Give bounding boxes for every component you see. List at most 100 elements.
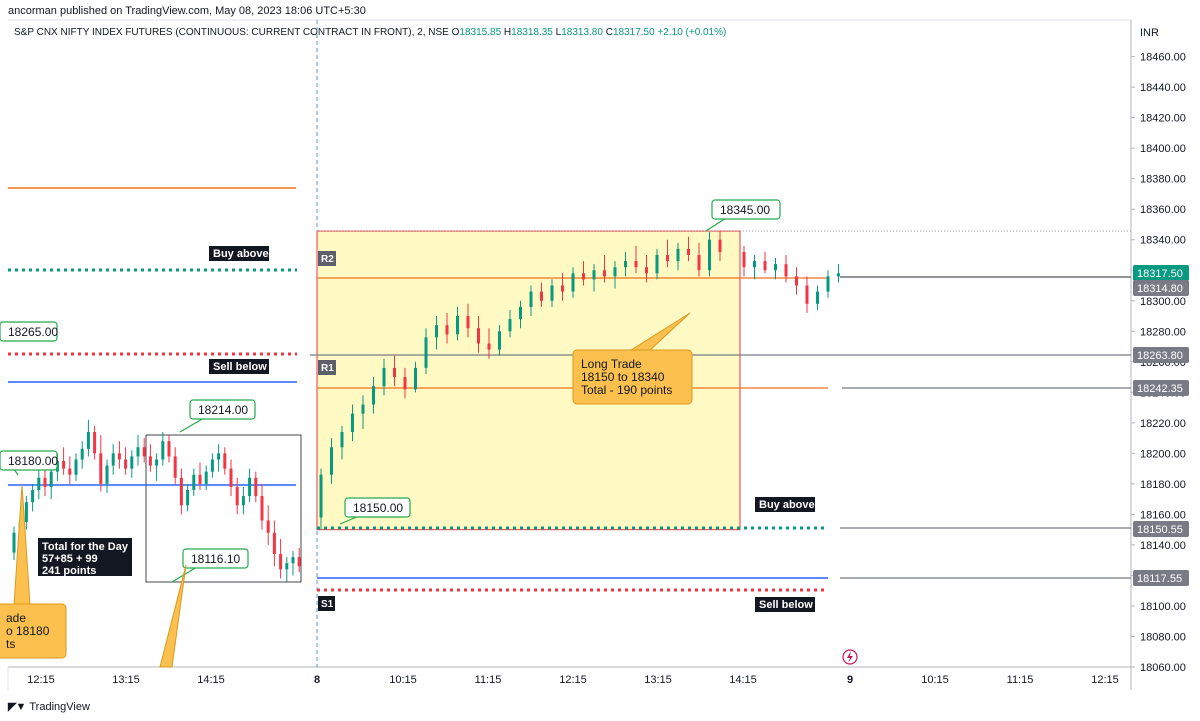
price-badge-text: 18150.55 — [1137, 524, 1183, 536]
candle-body — [561, 285, 564, 292]
price-tick-label: 18220.00 — [1140, 418, 1186, 430]
candle-body — [266, 520, 270, 533]
candle-body — [424, 337, 428, 368]
candles-may8-morning — [319, 230, 722, 530]
candle-body — [837, 273, 840, 277]
candle-body — [414, 367, 417, 390]
candle-body — [742, 251, 746, 268]
price-tick-label: 18400.00 — [1140, 143, 1186, 155]
callout-18150-text: 18150.00 — [353, 501, 403, 515]
time-tick-label: 14:15 — [729, 674, 757, 686]
low-value: 18313.80 — [561, 27, 603, 38]
sell-below-tag-1-text: Sell below — [213, 361, 267, 373]
buy-above-tag-2-text: Buy above — [759, 499, 815, 511]
candles-prev-day — [12, 419, 301, 582]
candle-body — [192, 474, 196, 490]
sell-below-tag-2-bg — [755, 597, 815, 612]
candle-body — [186, 489, 190, 506]
candle-body — [319, 474, 323, 518]
price-badge-text: 18317.50 — [1137, 268, 1183, 280]
callout-18150: 18150.00 — [339, 497, 411, 525]
price-badge-bg — [1133, 570, 1189, 586]
candle-body — [80, 448, 84, 460]
prev-trade-box — [145, 434, 302, 583]
candle-body — [372, 386, 375, 405]
time-tick-label: 8 — [314, 674, 320, 686]
candle-body — [361, 404, 365, 414]
candle-body — [248, 477, 252, 497]
price-tick-label: 18140.00 — [1140, 540, 1186, 552]
high-value: 18318.35 — [511, 27, 553, 38]
price-tick-label: 18200.00 — [1140, 448, 1186, 460]
candle-body — [204, 471, 208, 484]
s1-label: S1 — [318, 596, 335, 611]
candle-body — [235, 486, 239, 506]
sell-below-tag-1: Sell below — [209, 359, 269, 374]
callout-18214-box — [189, 399, 256, 420]
time-tick-label: 13:15 — [112, 674, 140, 686]
candle-body — [508, 319, 512, 332]
candle-body — [173, 456, 177, 478]
candle-body — [666, 254, 669, 262]
candle-body — [12, 532, 16, 553]
candle-body — [68, 468, 72, 475]
day-total-line: 241 points — [42, 565, 96, 577]
symbol-legend: S&P CNX NIFTY INDEX FUTURES (CONTINUOUS:… — [14, 27, 726, 38]
sell-below-tag-2: Sell below — [755, 597, 815, 612]
footer-brand-name: TradingView — [29, 700, 90, 713]
buy-above-tag-1: Buy above — [209, 246, 269, 261]
r2-label-bg — [318, 251, 336, 266]
candle-body — [272, 532, 276, 555]
callout-18214: 18214.00 — [179, 399, 256, 433]
price-badge: 18263.80 — [1133, 347, 1189, 363]
time-tick-label: 11:15 — [475, 674, 502, 686]
buy-above-tag-1-bg — [209, 246, 269, 261]
time-tick-label: 10:15 — [921, 674, 949, 686]
candle-body — [634, 261, 638, 268]
candle-body — [718, 239, 722, 252]
low-label: L — [555, 27, 562, 38]
candles-may8-afternoon — [742, 245, 840, 313]
candle-body — [111, 453, 115, 466]
candle-body — [603, 270, 606, 277]
price-badge: 18117.55 — [1133, 570, 1189, 586]
callout-18345-text: 18345.00 — [720, 203, 770, 217]
time-tick-label: 12:15 — [559, 674, 587, 686]
callout-18345: 18345.00 — [705, 199, 781, 232]
long-trade-line: Long Trade — [581, 357, 642, 371]
price-tick-label: 18300.00 — [1140, 296, 1186, 308]
long-trade-line: Total - 190 points — [581, 383, 672, 397]
time-tick-label: 12:15 — [1091, 674, 1119, 686]
lightning-circle — [842, 649, 858, 665]
price-badge-bg — [1133, 265, 1189, 281]
callout-18180-text: 18180.00 — [8, 454, 58, 468]
candle-body — [498, 331, 501, 350]
prev-trade-line: o 18180 — [6, 624, 50, 638]
s1-text: S1 — [321, 599, 334, 610]
candle-body — [124, 459, 128, 469]
open-value: 18315.85 — [459, 27, 502, 38]
candle-body — [136, 447, 140, 457]
open-label: O — [451, 27, 460, 38]
price-badge-text: 18242.35 — [1137, 383, 1183, 395]
candle-body — [62, 460, 66, 469]
day-total-bg — [38, 538, 132, 576]
price-tick-label: 18060.00 — [1140, 662, 1186, 674]
candle-body — [99, 453, 103, 484]
day-total-line: Total for the Day — [42, 541, 129, 553]
change-value: +2.10 (+0.01%) — [657, 27, 727, 38]
candle-body — [142, 447, 146, 457]
buy-above-tag-1-text: Buy above — [213, 248, 269, 260]
candle-body — [161, 441, 165, 460]
time-tick-label: 9 — [847, 674, 853, 686]
r1-label-text: R1 — [321, 363, 334, 374]
candle-body — [655, 254, 659, 274]
candle-body — [645, 267, 648, 274]
callout-18345-pointer — [705, 217, 727, 232]
sell-below-tag-1-bg — [209, 359, 269, 374]
candle-body — [340, 431, 344, 448]
callout-18265-text: 18265.00 — [8, 325, 58, 339]
price-tick-label: 18160.00 — [1140, 509, 1186, 521]
